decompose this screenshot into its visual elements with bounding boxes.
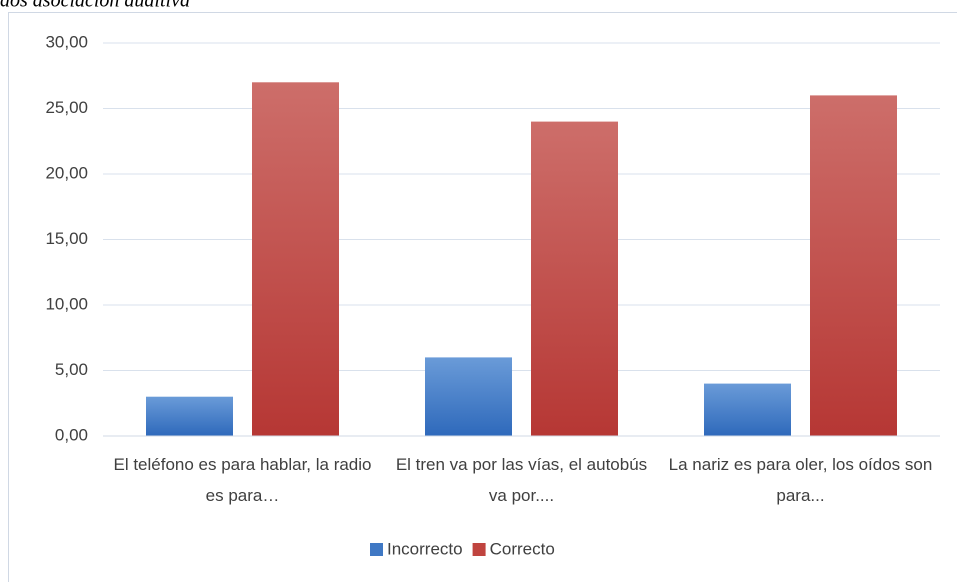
bar	[531, 121, 618, 436]
y-tick-label: 20,00	[45, 163, 88, 182]
y-tick-label: 25,00	[45, 98, 88, 117]
bar	[425, 357, 512, 436]
bar	[810, 95, 897, 437]
y-tick-label: 10,00	[45, 294, 88, 313]
bar	[252, 82, 339, 437]
y-tick-label: 15,00	[45, 229, 88, 248]
x-tick-label: El teléfono es para hablar, la radio es p…	[113, 455, 371, 505]
chart-frame	[8, 12, 957, 582]
legend-label: Incorrecto	[387, 539, 463, 558]
y-tick-label: 0,00	[55, 425, 88, 444]
y-tick-label: 5,00	[55, 360, 88, 379]
x-tick-label: El tren va por las vías, el autobús va po…	[396, 455, 647, 505]
legend-label: Correcto	[490, 539, 555, 558]
legend-swatch	[370, 543, 383, 556]
x-tick-label: La nariz es para oler, los oídos son para…	[669, 455, 933, 505]
chart-title: dos asociación auditiva	[0, 0, 190, 12]
bar	[704, 383, 791, 436]
bar	[146, 396, 233, 436]
y-tick-label: 30,00	[45, 32, 88, 51]
legend-swatch	[472, 543, 486, 556]
